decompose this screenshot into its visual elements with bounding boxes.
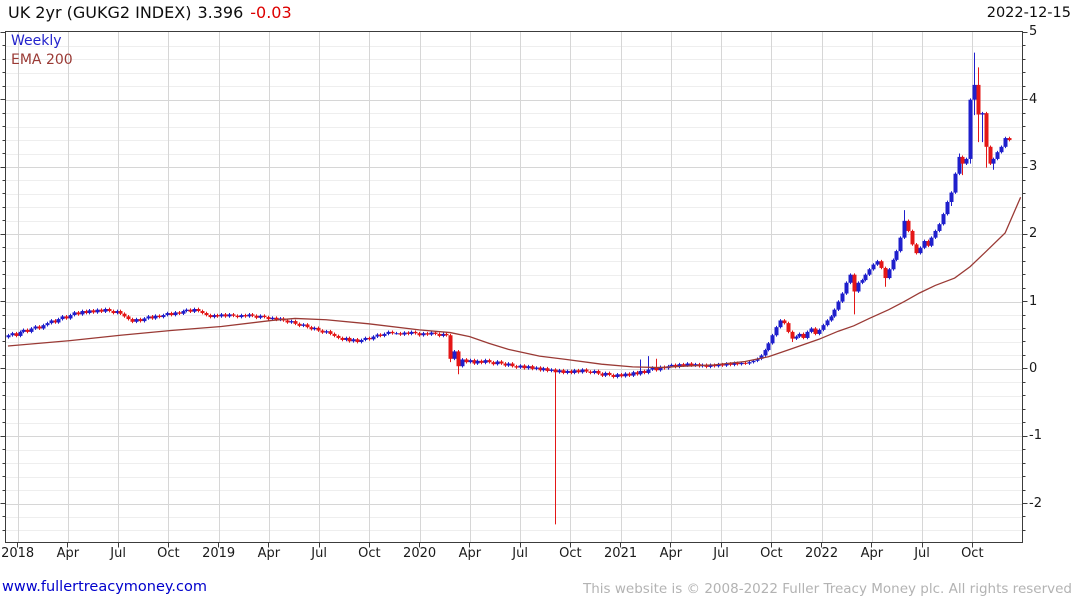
x-axis-label: 2021 <box>604 546 638 561</box>
quote-date: 2022-12-15 <box>986 5 1071 21</box>
x-axis-label: Oct <box>559 546 582 561</box>
last-price: 3.396 <box>197 3 244 22</box>
x-axis-label: Jul <box>110 546 126 561</box>
y-axis-label: -2 <box>1029 495 1042 511</box>
y-axis-label: 0 <box>1029 360 1038 376</box>
ema-overlay-label: EMA 200 <box>11 52 73 68</box>
instrument-title: UK 2yr (GUKG2 INDEX) <box>8 3 192 22</box>
y-axis-label: 5 <box>1029 24 1038 40</box>
y-axis-label: -1 <box>1029 428 1042 444</box>
x-axis-label: Jul <box>713 546 729 561</box>
x-axis-label: 2018 <box>1 546 35 561</box>
x-axis-label: Apr <box>860 546 884 561</box>
chart-legend: Weekly EMA 200 <box>11 32 73 70</box>
x-axis-label: Oct <box>961 546 984 561</box>
chart-header: UK 2yr (GUKG2 INDEX) 3.396 -0.03 <box>8 3 292 22</box>
x-axis-label: Oct <box>157 546 180 561</box>
x-axis-label: Apr <box>257 546 281 561</box>
site-link[interactable]: www.fullertreacymoney.com <box>2 579 207 595</box>
y-axis-label: 4 <box>1029 91 1038 107</box>
price-change: -0.03 <box>250 3 292 22</box>
x-axis-label: Oct <box>760 546 783 561</box>
x-axis-label: Apr <box>56 546 80 561</box>
copyright-notice: This website is © 2008-2022 Fuller Treac… <box>583 581 1072 597</box>
x-axis-label: Jul <box>914 546 930 561</box>
y-axis-label: 2 <box>1029 226 1038 242</box>
x-axis-label: Jul <box>512 546 528 561</box>
x-axis-label: Jul <box>311 546 327 561</box>
x-axis-label: Oct <box>358 546 381 561</box>
y-axis-label: 3 <box>1029 159 1038 174</box>
x-axis-label: Apr <box>458 546 482 561</box>
y-axis-label: 1 <box>1029 293 1038 309</box>
timeframe-label: Weekly <box>11 33 62 49</box>
x-axis-label: 2022 <box>805 546 839 561</box>
x-axis-label: Apr <box>659 546 683 561</box>
x-axis-label: 2020 <box>403 546 437 561</box>
x-axis-label: 2019 <box>202 546 236 561</box>
